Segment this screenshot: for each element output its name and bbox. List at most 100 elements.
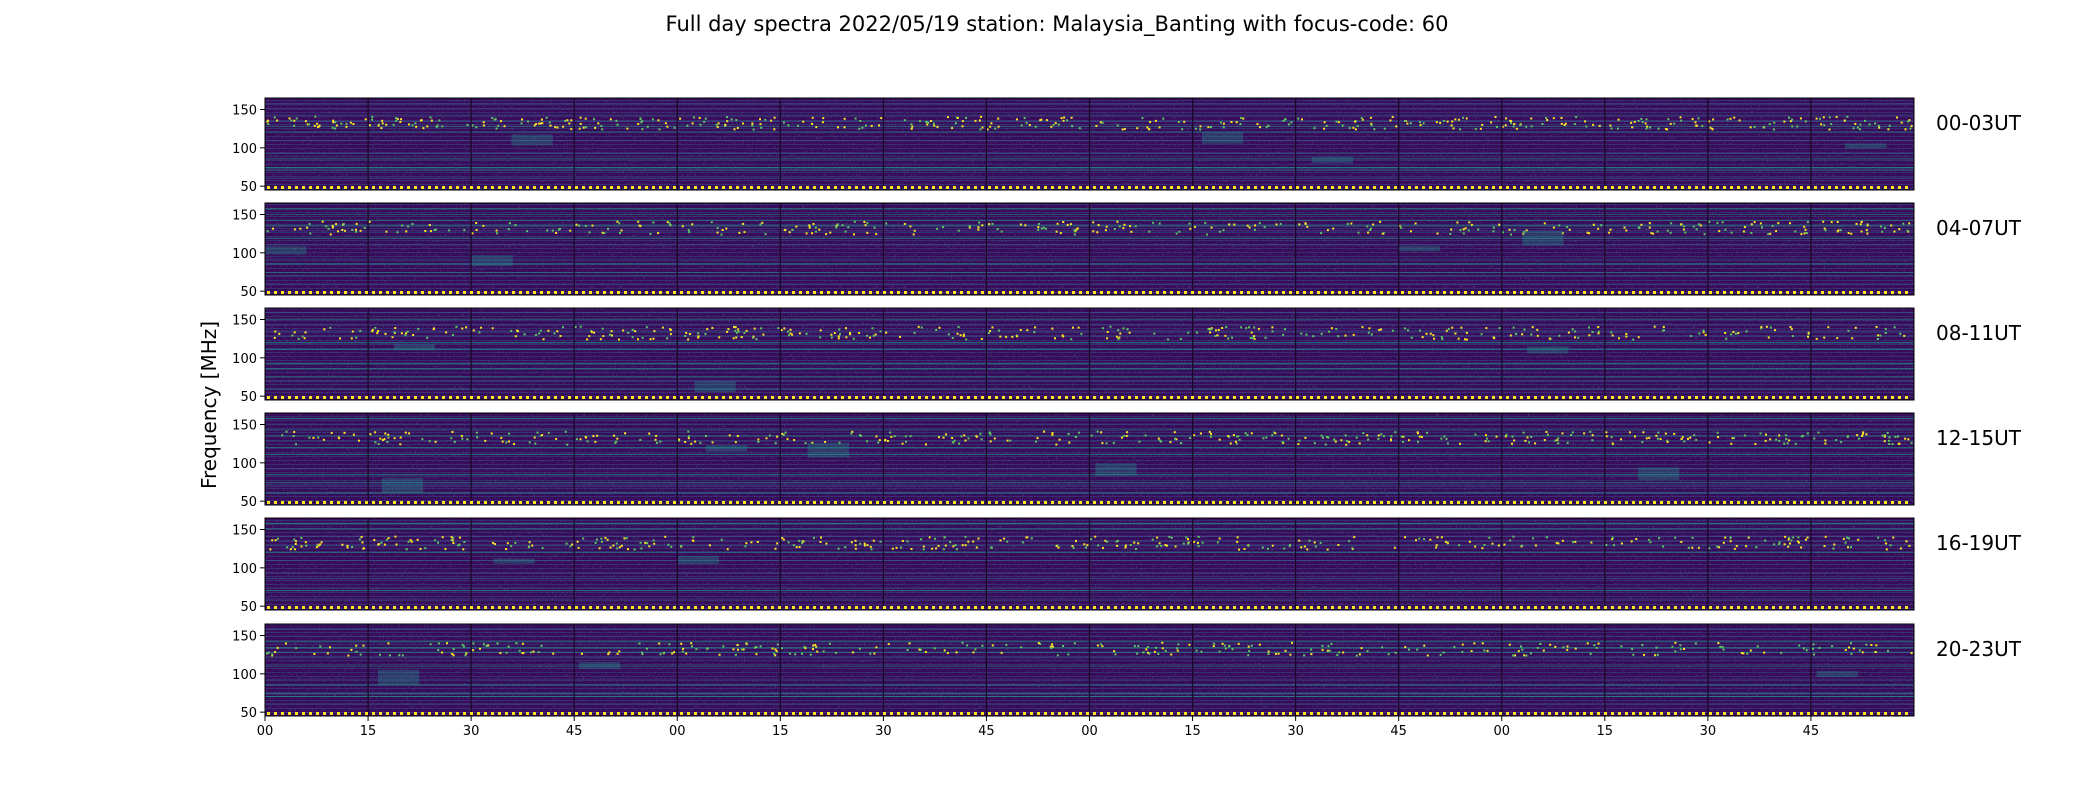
bottom-marker <box>617 396 620 399</box>
signal-speck <box>1369 229 1371 231</box>
signal-speck <box>1611 436 1613 438</box>
signal-speck <box>1620 645 1622 647</box>
signal-speck <box>589 231 591 233</box>
bottom-marker <box>1702 712 1705 715</box>
signal-speck <box>653 543 655 545</box>
signal-speck <box>414 122 416 124</box>
signal-speck <box>1630 122 1632 124</box>
bottom-marker <box>1583 606 1586 609</box>
signal-speck <box>1803 226 1805 228</box>
signal-speck <box>1430 333 1432 335</box>
signal-speck <box>1750 232 1752 234</box>
signal-speck <box>1106 337 1108 339</box>
signal-speck <box>1137 542 1139 544</box>
bottom-marker <box>1786 712 1789 715</box>
bottom-marker <box>1240 606 1243 609</box>
bottom-marker <box>1135 291 1138 294</box>
bottom-marker <box>1891 501 1894 504</box>
signal-speck <box>689 333 691 335</box>
signal-speck <box>1160 545 1162 547</box>
signal-speck <box>1638 227 1640 229</box>
signal-speck <box>678 439 680 441</box>
signal-speck <box>1683 441 1685 443</box>
bottom-marker <box>1688 291 1691 294</box>
bottom-marker <box>1352 186 1355 189</box>
row-label: 04-07UT <box>1936 216 2022 240</box>
signal-speck <box>665 122 667 124</box>
signal-speck <box>1314 442 1316 444</box>
signal-speck <box>871 125 873 127</box>
signal-speck <box>339 338 341 340</box>
signal-speck <box>1716 546 1718 548</box>
bottom-marker <box>1310 186 1313 189</box>
signal-speck <box>1223 123 1225 125</box>
signal-speck <box>1889 436 1891 438</box>
signal-speck <box>495 118 497 120</box>
bottom-marker <box>1037 186 1040 189</box>
bottom-marker <box>806 186 809 189</box>
signal-speck <box>1674 650 1676 652</box>
bottom-marker <box>1079 186 1082 189</box>
signal-speck <box>632 336 634 338</box>
bottom-marker <box>1625 712 1628 715</box>
signal-speck <box>979 120 981 122</box>
bottom-marker <box>463 186 466 189</box>
signal-speck <box>741 648 743 650</box>
signal-speck <box>600 538 602 540</box>
signal-speck <box>1836 116 1838 118</box>
signal-speck <box>1429 539 1431 541</box>
bottom-marker <box>1107 186 1110 189</box>
y-tick-label: 150 <box>232 314 257 329</box>
signal-speck <box>306 227 308 229</box>
signal-speck <box>1217 541 1219 543</box>
signal-speck <box>1537 335 1539 337</box>
signal-speck <box>393 332 395 334</box>
bottom-marker <box>1814 606 1817 609</box>
signal-speck <box>945 545 947 547</box>
bottom-marker <box>1688 712 1691 715</box>
signal-speck <box>395 117 397 119</box>
bottom-marker <box>1436 606 1439 609</box>
bottom-marker <box>701 186 704 189</box>
signal-speck <box>979 129 981 131</box>
signal-speck <box>500 120 502 122</box>
y-tick-label: 100 <box>232 457 257 472</box>
bottom-marker <box>1513 501 1516 504</box>
signal-speck <box>1641 644 1643 646</box>
signal-speck <box>1761 226 1763 228</box>
signal-speck <box>1806 232 1808 234</box>
signal-speck <box>1392 116 1394 118</box>
bottom-marker <box>869 712 872 715</box>
signal-speck <box>1722 646 1724 648</box>
bottom-marker <box>1051 291 1054 294</box>
signal-speck <box>736 332 738 334</box>
bottom-marker <box>1289 712 1292 715</box>
signal-speck <box>1725 338 1727 340</box>
signal-speck <box>1648 539 1650 541</box>
signal-speck <box>486 645 488 647</box>
signal-speck <box>1481 124 1483 126</box>
signal-speck <box>276 120 278 122</box>
signal-speck <box>684 335 686 337</box>
bottom-marker <box>785 606 788 609</box>
signal-speck <box>1506 434 1508 436</box>
bottom-marker <box>435 501 438 504</box>
signal-speck <box>601 541 603 543</box>
bottom-marker <box>1576 291 1579 294</box>
signal-speck <box>1710 127 1712 129</box>
signal-speck <box>799 332 801 334</box>
signal-speck <box>465 652 467 654</box>
bottom-marker <box>540 501 543 504</box>
signal-speck <box>1488 440 1490 442</box>
signal-speck <box>1709 442 1711 444</box>
bottom-marker <box>1485 501 1488 504</box>
bottom-marker <box>652 186 655 189</box>
signal-speck <box>806 232 808 234</box>
bottom-marker <box>925 712 928 715</box>
signal-speck <box>1415 223 1417 225</box>
signal-speck <box>1051 328 1053 330</box>
signal-speck <box>953 441 955 443</box>
signal-speck <box>1204 222 1206 224</box>
bottom-marker <box>1681 396 1684 399</box>
